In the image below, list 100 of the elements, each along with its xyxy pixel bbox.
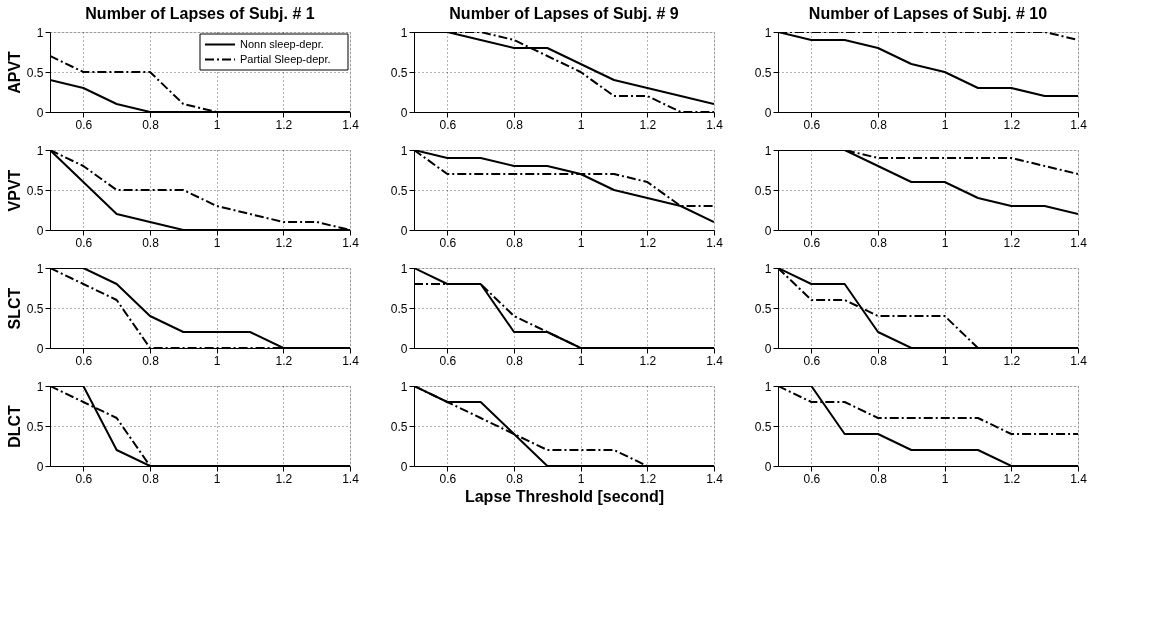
y-tick-label: 1 <box>36 379 44 394</box>
x-tick-label: 1.2 <box>639 353 657 368</box>
x-tick-label: 0.8 <box>142 117 160 132</box>
x-tick-label: 0.6 <box>75 471 93 486</box>
y-tick-label: 0 <box>764 105 772 120</box>
y-tick-label: 0.5 <box>754 301 772 316</box>
y-tick-label: 0 <box>400 341 408 356</box>
x-tick-label: 1 <box>941 117 949 132</box>
x-tick-label: 1.4 <box>342 117 360 132</box>
x-tick-label: 0.6 <box>75 117 93 132</box>
y-tick-label: 0.5 <box>26 65 44 80</box>
y-tick-label: 0.5 <box>754 183 772 198</box>
x-tick-label: 0.6 <box>803 471 821 486</box>
x-tick-label: 0.6 <box>75 235 93 250</box>
x-tick-label: 0.6 <box>439 235 457 250</box>
x-tick-label: 1.4 <box>706 471 724 486</box>
y-tick-label: 1 <box>400 261 408 276</box>
x-tick-label: 0.8 <box>870 235 888 250</box>
y-tick-label: 0.5 <box>390 419 408 434</box>
x-tick-label: 1 <box>941 471 949 486</box>
x-tick-label: 1.2 <box>639 471 657 486</box>
y-tick-label: 0 <box>764 341 772 356</box>
y-tick-label: 0.5 <box>754 419 772 434</box>
x-tick-label: 1 <box>213 117 221 132</box>
x-tick-label: 0.8 <box>870 353 888 368</box>
y-tick-label: 1 <box>36 261 44 276</box>
y-tick-label: 0 <box>36 223 44 238</box>
x-tick-label: 0.8 <box>506 471 524 486</box>
x-tick-label: 1.2 <box>275 471 293 486</box>
x-tick-label: 1 <box>577 353 585 368</box>
x-tick-label: 1.2 <box>1003 235 1021 250</box>
chart-title: Number of Lapses of Subj. # 9 <box>449 5 679 22</box>
y-tick-label: 0 <box>400 459 408 474</box>
x-tick-label: 1.2 <box>275 353 293 368</box>
x-tick-label: 1.2 <box>275 117 293 132</box>
y-tick-label: 0.5 <box>26 419 44 434</box>
x-tick-label: 0.8 <box>506 353 524 368</box>
y-tick-label: 0 <box>36 459 44 474</box>
x-tick-label: 1.4 <box>342 353 360 368</box>
x-axis-title: Lapse Threshold [second] <box>464 487 665 505</box>
y-tick-label: 0.5 <box>26 301 44 316</box>
y-tick-label: 0 <box>764 223 772 238</box>
y-tick-label: 0 <box>764 459 772 474</box>
y-axis-title: DLCT <box>5 404 23 448</box>
x-tick-label: 1.2 <box>639 117 657 132</box>
y-tick-label: 1 <box>764 261 772 276</box>
x-tick-label: 1 <box>577 117 585 132</box>
x-tick-label: 0.6 <box>439 353 457 368</box>
x-tick-label: 1.4 <box>706 117 724 132</box>
y-tick-label: 0.5 <box>390 183 408 198</box>
x-tick-label: 0.8 <box>506 235 524 250</box>
legend-label: Partial Sleep-depr. <box>240 52 331 65</box>
x-tick-label: 1 <box>213 235 221 250</box>
x-tick-label: 0.8 <box>142 471 160 486</box>
y-tick-label: 0 <box>36 105 44 120</box>
x-tick-label: 1.4 <box>1070 471 1088 486</box>
x-tick-label: 0.6 <box>75 353 93 368</box>
y-tick-label: 1 <box>764 25 772 40</box>
y-tick-label: 0.5 <box>390 65 408 80</box>
x-tick-label: 1.4 <box>342 235 360 250</box>
x-tick-label: 1.2 <box>639 235 657 250</box>
x-tick-label: 1.4 <box>1070 235 1088 250</box>
x-tick-label: 0.6 <box>439 117 457 132</box>
x-tick-label: 0.6 <box>803 353 821 368</box>
y-tick-label: 1 <box>764 143 772 158</box>
y-tick-label: 1 <box>36 25 44 40</box>
y-tick-label: 0.5 <box>390 301 408 316</box>
x-tick-label: 1.2 <box>1003 353 1021 368</box>
x-tick-label: 1.2 <box>275 235 293 250</box>
x-tick-label: 1.4 <box>706 235 724 250</box>
x-tick-label: 1 <box>577 235 585 250</box>
x-tick-label: 0.8 <box>870 117 888 132</box>
y-tick-label: 0 <box>400 223 408 238</box>
y-tick-label: 0 <box>400 105 408 120</box>
x-tick-label: 1 <box>941 235 949 250</box>
x-tick-label: 0.6 <box>803 117 821 132</box>
y-tick-label: 1 <box>36 143 44 158</box>
y-axis-title: VPVT <box>5 169 23 212</box>
y-tick-label: 0 <box>36 341 44 356</box>
x-tick-label: 1.4 <box>342 471 360 486</box>
y-tick-label: 1 <box>400 379 408 394</box>
y-tick-label: 0.5 <box>754 65 772 80</box>
chart-title: Number of Lapses of Subj. # 10 <box>808 5 1048 22</box>
x-tick-label: 1.2 <box>1003 117 1021 132</box>
x-tick-label: 0.8 <box>506 117 524 132</box>
x-tick-label: 1 <box>577 471 585 486</box>
y-axis-title: SLCT <box>5 287 23 330</box>
x-tick-label: 1 <box>213 471 221 486</box>
legend-label: Nonn sleep-depr. <box>240 37 324 50</box>
x-tick-label: 1.4 <box>1070 117 1088 132</box>
x-tick-label: 1 <box>941 353 949 368</box>
x-tick-label: 0.8 <box>142 235 160 250</box>
x-tick-label: 1.2 <box>1003 471 1021 486</box>
x-tick-label: 0.8 <box>142 353 160 368</box>
x-tick-label: 0.6 <box>439 471 457 486</box>
x-tick-label: 1 <box>213 353 221 368</box>
x-tick-label: 1.4 <box>1070 353 1088 368</box>
y-tick-label: 0.5 <box>26 183 44 198</box>
x-tick-label: 1.4 <box>706 353 724 368</box>
y-tick-label: 1 <box>764 379 772 394</box>
